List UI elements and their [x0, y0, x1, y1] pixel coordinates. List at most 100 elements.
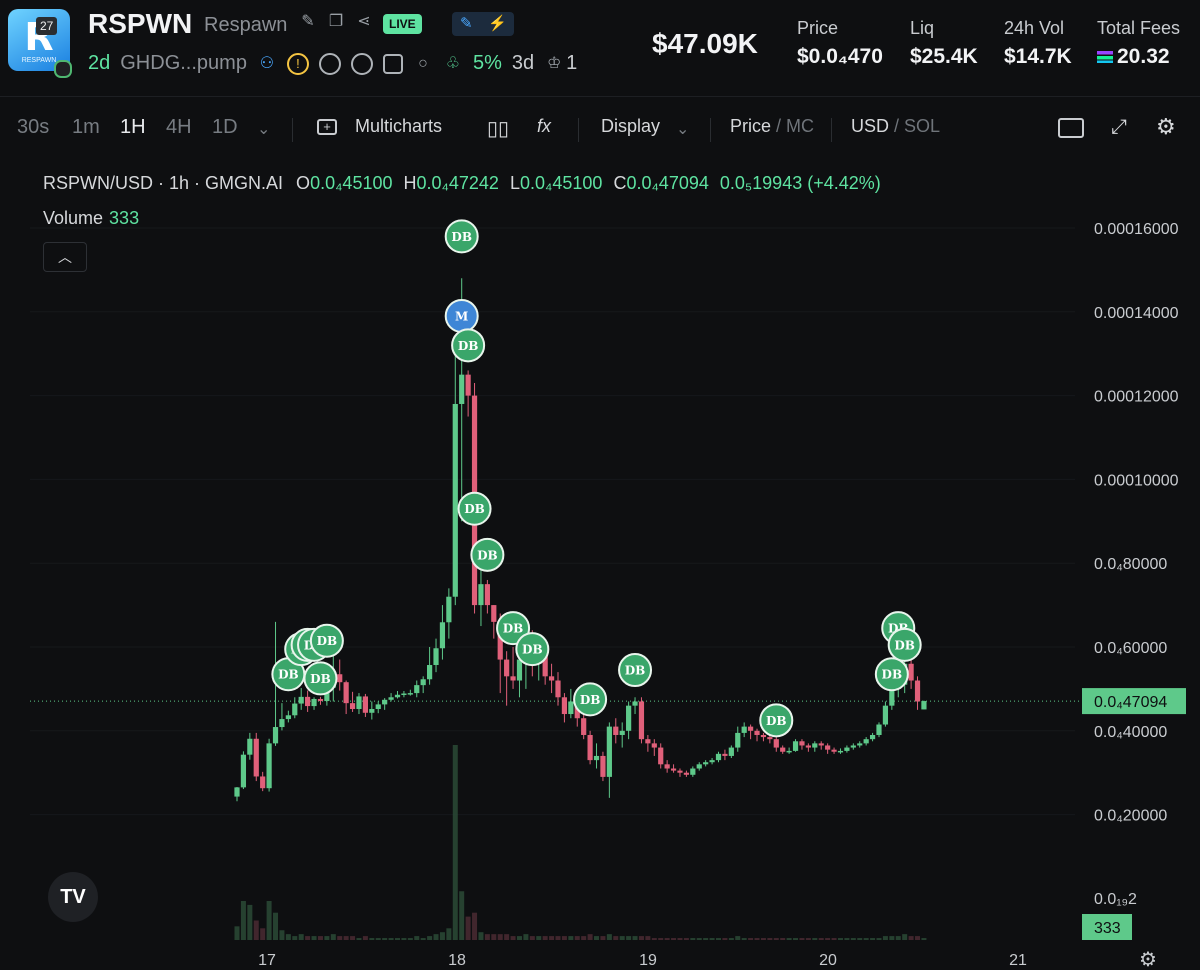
pump-badge[interactable]: ✎ ⚡ — [452, 12, 514, 36]
candle-body — [433, 648, 439, 666]
volume-bar — [446, 928, 452, 940]
token-address[interactable]: GHDG...pump — [120, 52, 247, 74]
volume-bar — [895, 936, 901, 940]
candle-body — [285, 715, 291, 720]
chevron-down-icon[interactable]: ⌄ — [257, 121, 271, 138]
volume-bar — [908, 936, 914, 940]
collapse-legend-button[interactable]: ︿ — [43, 242, 87, 272]
dev-buy-marker — [303, 661, 338, 696]
warning-icon[interactable]: ! — [286, 52, 309, 75]
candle-body — [908, 663, 914, 681]
toolbar-divider — [292, 118, 293, 142]
indicators-button[interactable]: fx — [537, 116, 552, 136]
live-badge[interactable]: LIVE — [383, 14, 422, 34]
currency-toggle[interactable]: USD / SOL — [851, 116, 940, 137]
tradingview-logo[interactable]: TV — [48, 872, 98, 922]
copy-icon[interactable]: ❐ — [328, 13, 344, 30]
candle-body — [600, 755, 606, 777]
candle-body — [317, 698, 324, 702]
volume-bar — [574, 936, 580, 940]
candle-body — [420, 679, 426, 686]
share-icon[interactable]: ⋖ — [357, 13, 371, 30]
volume-bar — [427, 936, 433, 940]
list-icon[interactable] — [350, 52, 373, 75]
candle-body — [760, 734, 767, 738]
mc-option[interactable]: MC — [786, 116, 815, 136]
token-header: R RESPAWN 27 RSPWN Respawn ✎ ❐ ⋖ LIVE ✎ … — [0, 0, 1200, 97]
candle-body — [844, 747, 850, 751]
last-price-label: 0.0₄47094 — [1094, 694, 1167, 711]
last-volume-tag — [1082, 914, 1132, 940]
display-button[interactable]: Display — [601, 116, 661, 136]
search-icon[interactable]: ○ — [418, 54, 428, 72]
volume-bar — [324, 936, 330, 940]
volume-bar — [516, 936, 522, 940]
candle-body — [491, 605, 497, 622]
candle-body — [343, 682, 349, 704]
legend-title: RSPWN/USD · 1h · GMGN.AI — [43, 173, 284, 193]
price-mc-toggle[interactable]: Price / MC — [730, 116, 814, 137]
volume-bar — [292, 936, 298, 940]
candle-body — [240, 754, 247, 788]
logo-count-badge: 27 — [36, 17, 58, 35]
marker-label: DB — [522, 643, 543, 657]
crown-count: 1 — [566, 52, 578, 74]
marker-label: M — [455, 309, 468, 323]
timeframe-4h[interactable]: 4H — [166, 116, 192, 138]
user-icon[interactable]: ⚇ — [259, 54, 275, 72]
chevron-down-icon[interactable]: ⌄ — [676, 121, 690, 138]
sol-option[interactable]: SOL — [904, 116, 941, 136]
candle-body — [921, 701, 927, 710]
candle-body — [279, 719, 285, 728]
volume-bar — [504, 934, 510, 940]
volume-bar — [240, 901, 246, 940]
candle-body — [722, 753, 728, 756]
lightning-icon: ⚡ — [488, 15, 507, 32]
volume-bar — [459, 891, 465, 940]
candle-body — [414, 685, 420, 694]
volume-bar — [857, 938, 863, 940]
toggle-separator: / — [771, 116, 787, 136]
fullscreen-icon[interactable]: ⤢ — [1111, 116, 1127, 138]
marker-label: DB — [503, 622, 524, 636]
x-tick-label: 17 — [258, 952, 276, 969]
timeframe-1d[interactable]: 1D — [212, 116, 238, 138]
marker-label: DB — [317, 634, 338, 648]
message-icon[interactable] — [382, 53, 403, 74]
volume-bar — [805, 938, 811, 940]
edit-icon[interactable]: ✎ — [301, 13, 315, 30]
multicharts-button[interactable]: Multicharts — [355, 116, 443, 136]
timeframe-30s[interactable]: 30s — [17, 116, 50, 138]
candle-body — [561, 697, 568, 715]
usd-option[interactable]: USD — [851, 116, 890, 136]
y-tick-label: 0.0₄20000 — [1094, 808, 1167, 825]
volume-bar — [728, 938, 734, 940]
marker-label: DB — [310, 672, 331, 686]
timeframe-1m[interactable]: 1m — [72, 116, 100, 138]
dev-buy-marker — [444, 219, 479, 254]
y-tick-label: 0.0₄40000 — [1094, 724, 1167, 741]
volume-bar — [362, 936, 368, 940]
toolbar-divider — [831, 118, 832, 142]
volume-bar — [825, 938, 831, 940]
timeframe-1h[interactable]: 1H — [120, 116, 146, 138]
camera-icon[interactable] — [1058, 118, 1084, 138]
volume-bar — [645, 936, 651, 940]
candle-body — [889, 688, 895, 706]
candle-body — [780, 747, 786, 752]
candle-body — [812, 743, 818, 748]
pill-icon — [54, 60, 72, 78]
globe-icon[interactable] — [318, 52, 341, 75]
gear-icon[interactable]: ⚙ — [1156, 114, 1176, 139]
market-cap: $47.09K — [652, 28, 758, 59]
volume-bar — [549, 936, 555, 940]
candles-icon[interactable]: ▯▯ — [487, 118, 510, 140]
volume-bar — [382, 938, 388, 940]
plus-icon[interactable]: + — [317, 119, 337, 135]
candle-body — [773, 739, 779, 748]
marker-label: DB — [894, 638, 915, 652]
price-option[interactable]: Price — [730, 116, 772, 136]
dev-buy-marker — [309, 623, 344, 658]
token-meta-row: 2d GHDG...pump ⚇ ! ○ ♧ 5% 3d ♔ 1 — [88, 52, 577, 75]
